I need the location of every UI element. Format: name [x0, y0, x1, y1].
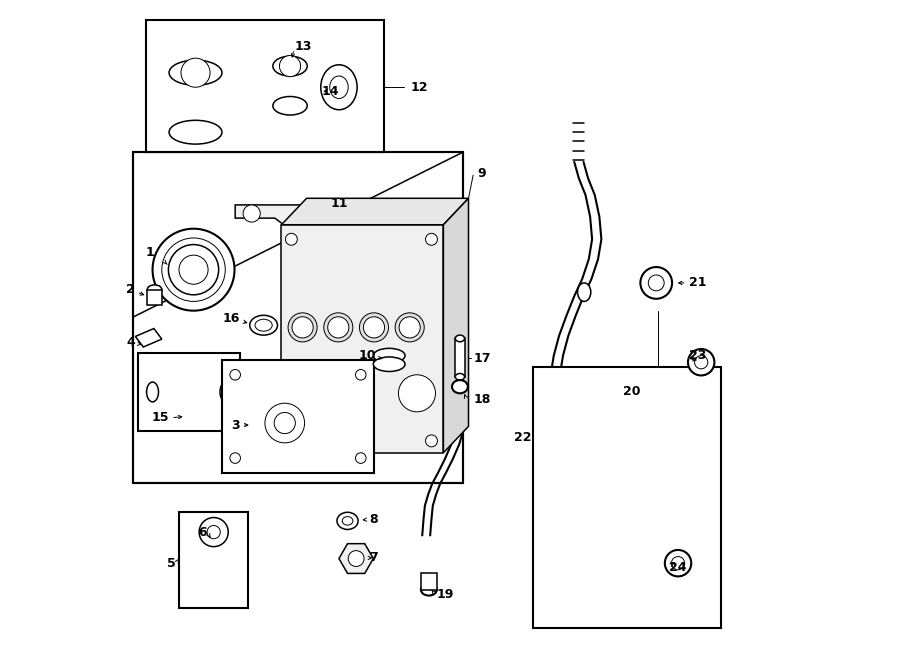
Ellipse shape: [220, 382, 232, 402]
Circle shape: [179, 255, 208, 284]
Bar: [179, 512, 248, 608]
Circle shape: [280, 56, 301, 77]
Circle shape: [348, 551, 364, 566]
Circle shape: [641, 267, 672, 299]
Bar: [421, 573, 436, 590]
Circle shape: [426, 233, 437, 245]
Circle shape: [671, 557, 685, 570]
Text: 12: 12: [410, 81, 428, 94]
Text: 9: 9: [478, 167, 486, 180]
Circle shape: [230, 369, 240, 380]
Circle shape: [356, 369, 366, 380]
Text: 6: 6: [198, 526, 207, 539]
Circle shape: [399, 375, 436, 412]
Ellipse shape: [455, 335, 464, 342]
Text: 5: 5: [166, 557, 176, 570]
Circle shape: [207, 525, 220, 539]
Text: 2: 2: [126, 283, 135, 296]
Ellipse shape: [342, 517, 353, 525]
Text: 13: 13: [294, 40, 312, 53]
Circle shape: [274, 412, 295, 434]
Circle shape: [356, 453, 366, 463]
Text: 20: 20: [623, 385, 641, 398]
Text: 4: 4: [126, 336, 135, 349]
Circle shape: [648, 275, 664, 291]
Circle shape: [199, 518, 229, 547]
Ellipse shape: [147, 382, 158, 402]
Text: 22: 22: [515, 431, 532, 444]
Circle shape: [285, 233, 297, 245]
Circle shape: [168, 245, 219, 295]
Polygon shape: [339, 543, 374, 574]
Ellipse shape: [255, 319, 272, 331]
Circle shape: [181, 58, 210, 87]
Polygon shape: [282, 198, 469, 225]
Ellipse shape: [578, 283, 590, 301]
Circle shape: [695, 356, 707, 369]
Text: 24: 24: [670, 561, 687, 574]
Circle shape: [265, 403, 304, 443]
Circle shape: [665, 550, 691, 576]
Circle shape: [230, 453, 240, 463]
Ellipse shape: [247, 389, 270, 418]
Text: 19: 19: [436, 588, 454, 602]
Circle shape: [288, 313, 317, 342]
Polygon shape: [235, 205, 328, 238]
Circle shape: [292, 317, 313, 338]
Text: 15: 15: [151, 411, 169, 424]
Text: 10: 10: [358, 349, 376, 362]
Text: 21: 21: [689, 276, 706, 290]
Text: 16: 16: [222, 312, 239, 325]
Ellipse shape: [374, 357, 405, 371]
Text: 7: 7: [369, 551, 378, 564]
Circle shape: [395, 313, 424, 342]
Ellipse shape: [421, 584, 436, 596]
Text: 11: 11: [331, 197, 348, 210]
Circle shape: [426, 435, 437, 447]
Circle shape: [399, 317, 420, 338]
Ellipse shape: [455, 373, 464, 380]
Ellipse shape: [329, 76, 348, 98]
Bar: [222, 360, 374, 473]
Polygon shape: [282, 225, 444, 453]
Circle shape: [285, 435, 297, 447]
Circle shape: [162, 238, 225, 301]
Text: 23: 23: [689, 349, 706, 362]
Ellipse shape: [452, 380, 468, 393]
Ellipse shape: [169, 120, 222, 144]
Text: 17: 17: [473, 352, 491, 365]
Text: 18: 18: [473, 393, 491, 407]
Bar: [146, 20, 384, 152]
Bar: [148, 290, 162, 305]
Circle shape: [304, 208, 318, 221]
Circle shape: [243, 205, 260, 222]
Ellipse shape: [374, 348, 405, 363]
Circle shape: [364, 317, 384, 338]
Bar: [455, 338, 464, 377]
Circle shape: [359, 313, 389, 342]
Polygon shape: [135, 329, 162, 347]
Ellipse shape: [273, 97, 307, 115]
Ellipse shape: [273, 56, 307, 76]
Ellipse shape: [169, 60, 222, 85]
Circle shape: [324, 313, 353, 342]
Ellipse shape: [252, 395, 265, 412]
Polygon shape: [444, 198, 469, 453]
Circle shape: [328, 317, 349, 338]
Text: 1: 1: [145, 246, 154, 259]
Ellipse shape: [337, 512, 358, 529]
Ellipse shape: [320, 65, 357, 110]
Bar: [533, 367, 721, 628]
Circle shape: [152, 229, 235, 311]
Ellipse shape: [148, 285, 162, 294]
Text: 14: 14: [321, 85, 339, 98]
Circle shape: [688, 349, 715, 375]
Bar: [138, 353, 240, 431]
Ellipse shape: [249, 315, 277, 335]
Circle shape: [290, 377, 323, 410]
Text: 3: 3: [231, 418, 239, 432]
Text: 8: 8: [369, 513, 378, 526]
